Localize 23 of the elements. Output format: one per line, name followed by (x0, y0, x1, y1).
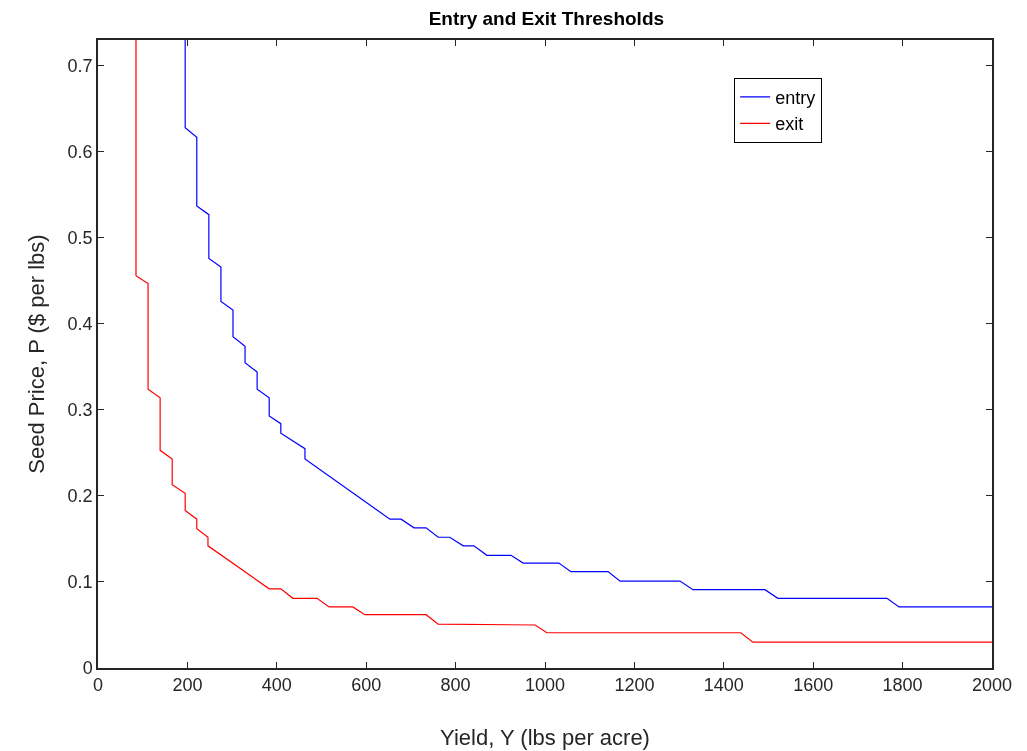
x-tick-label: 400 (261, 675, 292, 696)
x-tick-label: 1600 (793, 675, 834, 696)
y-axis-title: Seed Price, P ($ per lbs) (23, 234, 49, 474)
y-tick-label: 0 (82, 658, 93, 679)
legend-label: exit (775, 114, 804, 135)
y-tick-label: 0.4 (67, 314, 93, 335)
chart-title: Entry and Exit Thresholds (428, 7, 665, 29)
legend-label: entry (775, 87, 816, 108)
x-tick-label: 2000 (971, 675, 1013, 696)
x-tick-label: 800 (440, 675, 471, 696)
x-tick-label: 200 (172, 675, 203, 696)
x-tick-label: 600 (351, 675, 382, 696)
y-tick-label: 0.2 (67, 486, 93, 507)
y-tick-label: 0.3 (67, 400, 93, 421)
x-tick-label: 1200 (614, 675, 655, 696)
x-tick-label: 1000 (524, 675, 566, 696)
y-tick-label: 0.6 (67, 142, 93, 163)
x-tick-label: 1800 (882, 675, 923, 696)
y-tick-label: 0.7 (67, 56, 93, 77)
x-axis-title: Yield, Y (lbs per acre) (440, 724, 650, 750)
x-tick-label: 1400 (703, 675, 744, 696)
y-tick-label: 0.5 (67, 228, 93, 249)
y-tick-label: 0.1 (67, 572, 93, 593)
